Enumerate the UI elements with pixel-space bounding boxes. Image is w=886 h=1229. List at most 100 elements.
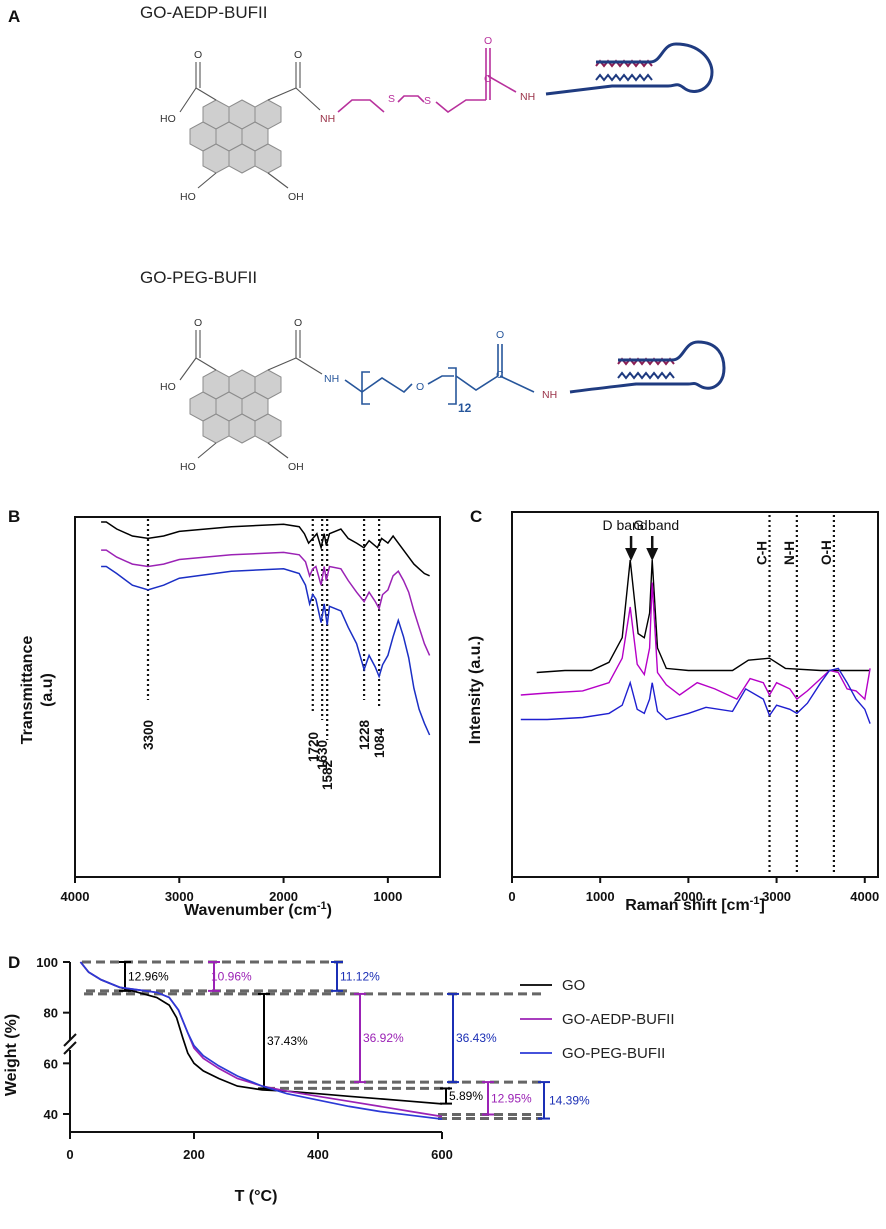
ftir-series-1 bbox=[101, 549, 431, 656]
tga-step-label-6: 5.89% bbox=[449, 1089, 483, 1103]
tga-step-label-2: 11.12% bbox=[340, 969, 380, 983]
raman-series-0 bbox=[536, 559, 870, 674]
mol2-aptamer-hairpin bbox=[569, 340, 726, 394]
tga-x-axis-label: T (°C) bbox=[235, 1188, 278, 1205]
mol2-atom-nh: NH bbox=[324, 373, 339, 385]
tga-step-label-4: 36.92% bbox=[363, 1031, 404, 1045]
tga-step-label-0: 12.96% bbox=[128, 969, 169, 983]
mol1-atom-nh: NH bbox=[320, 113, 335, 125]
raman-x-tick-label-2: 2000 bbox=[674, 889, 703, 904]
tga-step-label-7: 12.95% bbox=[491, 1091, 532, 1105]
tga-x-tick-label-1: 200 bbox=[183, 1147, 205, 1162]
ftir-peak-label-1084: 1084 bbox=[372, 727, 387, 758]
tga-legend-label-0: GO bbox=[562, 977, 585, 994]
raman-frame bbox=[511, 511, 879, 878]
mol1-atom-nh2: NH bbox=[520, 91, 535, 103]
tga-step-label-8: 14.39% bbox=[549, 1093, 590, 1107]
mol2-atom-o1: O bbox=[194, 317, 202, 329]
tga-x-tick-label-2: 400 bbox=[307, 1147, 329, 1162]
mol2-atom-ho1: HO bbox=[180, 461, 196, 473]
ftir-x-tick-label-0: 4000 bbox=[61, 889, 90, 904]
raman-y-axis-label: Intensity (a.u.) bbox=[467, 636, 484, 744]
raman-x-tick-label-1: 1000 bbox=[586, 889, 615, 904]
ftir-peak-label-1228: 1228 bbox=[357, 719, 372, 750]
molecule-go-peg-bufii: GO-PEG-BUFII O HO O NH HO OH bbox=[140, 268, 726, 473]
raman-series-1 bbox=[520, 582, 871, 701]
tga-legend: GO GO-AEDP-BUFII GO-PEG-BUFII bbox=[520, 977, 675, 1062]
ftir-x-tick-label-1: 3000 bbox=[165, 889, 194, 904]
tga-y-axis-label: Weight (%) bbox=[3, 1014, 20, 1096]
raman-x-tick-label-0: 0 bbox=[508, 889, 515, 904]
molecule-go-aedp-bufii: GO-AEDP-BUFII O HO O NH HO OH bbox=[140, 3, 714, 203]
mol2-atom-o2: O bbox=[294, 317, 302, 329]
ftir-y-axis-label-line2: (a.u) bbox=[39, 673, 56, 707]
ftir-series bbox=[101, 521, 431, 736]
mol2-bonds bbox=[179, 330, 323, 459]
mol1-title: GO-AEDP-BUFII bbox=[140, 3, 268, 22]
tga-y-tick-label-0: 100 bbox=[36, 955, 58, 970]
raman-band-arrow-head-0 bbox=[625, 548, 638, 561]
raman-marker-label-O-H: O-H bbox=[819, 540, 834, 565]
mol1-atom-o1: O bbox=[194, 49, 202, 61]
mol1-atom-s1: S bbox=[388, 93, 395, 105]
mol1-atom-ho: HO bbox=[160, 113, 176, 125]
ftir-y-axis-label-line1: Transmittance bbox=[19, 636, 36, 745]
mol2-peg-linker bbox=[344, 344, 535, 405]
raman-series bbox=[520, 559, 871, 724]
ftir-peak-label-1630: 1630 bbox=[315, 740, 330, 770]
raman-x-axis-label: Raman shift [cm-1] bbox=[625, 895, 765, 914]
ftir-series-2 bbox=[101, 565, 431, 736]
mol1-atom-o3: O bbox=[484, 35, 492, 47]
mol1-atom-ho1: HO bbox=[180, 191, 196, 203]
raman-marker-label-N-H: N-H bbox=[782, 541, 797, 565]
graphene-core-2 bbox=[189, 369, 282, 444]
raman-marker-label-C-H: C-H bbox=[755, 541, 770, 565]
raman-band-label-0: D band bbox=[602, 517, 647, 533]
tga-y-tick-label-1: 80 bbox=[44, 1006, 58, 1021]
ftir-frame bbox=[74, 516, 441, 878]
ftir-x-tick-label-3: 1000 bbox=[373, 889, 402, 904]
panel-b-label: B bbox=[8, 507, 20, 526]
raman-x-tick-label-4: 4000 bbox=[850, 889, 879, 904]
ftir-peak-label-1582: 1582 bbox=[320, 760, 335, 790]
ftir-x-axis-label: Wavenumber (cm-1) bbox=[184, 900, 332, 919]
mol2-atom-c: C bbox=[496, 369, 504, 381]
tga-chart: 0 200 400 600 100 80 60 40 12.96% 10.96% 11.12% 37… bbox=[3, 955, 675, 1205]
raman-band-label-1: G band bbox=[633, 517, 679, 533]
mol1-atom-o2: O bbox=[294, 49, 302, 61]
raman-series-2 bbox=[520, 667, 871, 724]
panel-c-label: C bbox=[470, 507, 482, 526]
mol1-atom-s2: S bbox=[424, 95, 431, 107]
ftir-x-ticks: 4000 3000 2000 1000 bbox=[61, 877, 402, 904]
mol1-atom-c: C bbox=[484, 73, 492, 85]
tga-x-tick-label-0: 0 bbox=[66, 1147, 73, 1162]
tga-y-tick-label-2: 60 bbox=[44, 1056, 58, 1071]
ftir-x-tick-label-2: 2000 bbox=[269, 889, 298, 904]
tga-legend-label-2: GO-PEG-BUFII bbox=[562, 1045, 665, 1062]
raman-x-ticks: 0 1000 2000 3000 4000 bbox=[508, 877, 879, 904]
mol2-subscript-12: 12 bbox=[458, 401, 472, 415]
ftir-peak-label-3300: 3300 bbox=[141, 720, 156, 750]
tga-x-tick-label-3: 600 bbox=[431, 1147, 453, 1162]
mol1-bonds bbox=[179, 62, 321, 189]
mol2-atom-ho: HO bbox=[160, 381, 176, 393]
mol1-atom-oh1: OH bbox=[288, 191, 304, 203]
tga-step-label-3: 37.43% bbox=[267, 1034, 308, 1048]
tga-step-label-5: 36.43% bbox=[456, 1031, 497, 1045]
raman-x-tick-label-3: 3000 bbox=[762, 889, 791, 904]
graphene-core-1 bbox=[189, 99, 282, 174]
mol1-aedp-linker bbox=[337, 48, 517, 113]
panel-a-label: A bbox=[8, 7, 20, 26]
mol2-atom-o3: O bbox=[496, 329, 504, 341]
tga-y-tick-label-3: 40 bbox=[44, 1107, 58, 1122]
mol2-atom-oh1: OH bbox=[288, 461, 304, 473]
ftir-peak-label-1720: 1720 bbox=[306, 732, 321, 762]
tga-series bbox=[79, 961, 443, 1120]
tga-legend-label-1: GO-AEDP-BUFII bbox=[562, 1011, 675, 1028]
mol2-atom-nh2: NH bbox=[542, 389, 557, 401]
tga-series-2 bbox=[79, 961, 443, 1120]
